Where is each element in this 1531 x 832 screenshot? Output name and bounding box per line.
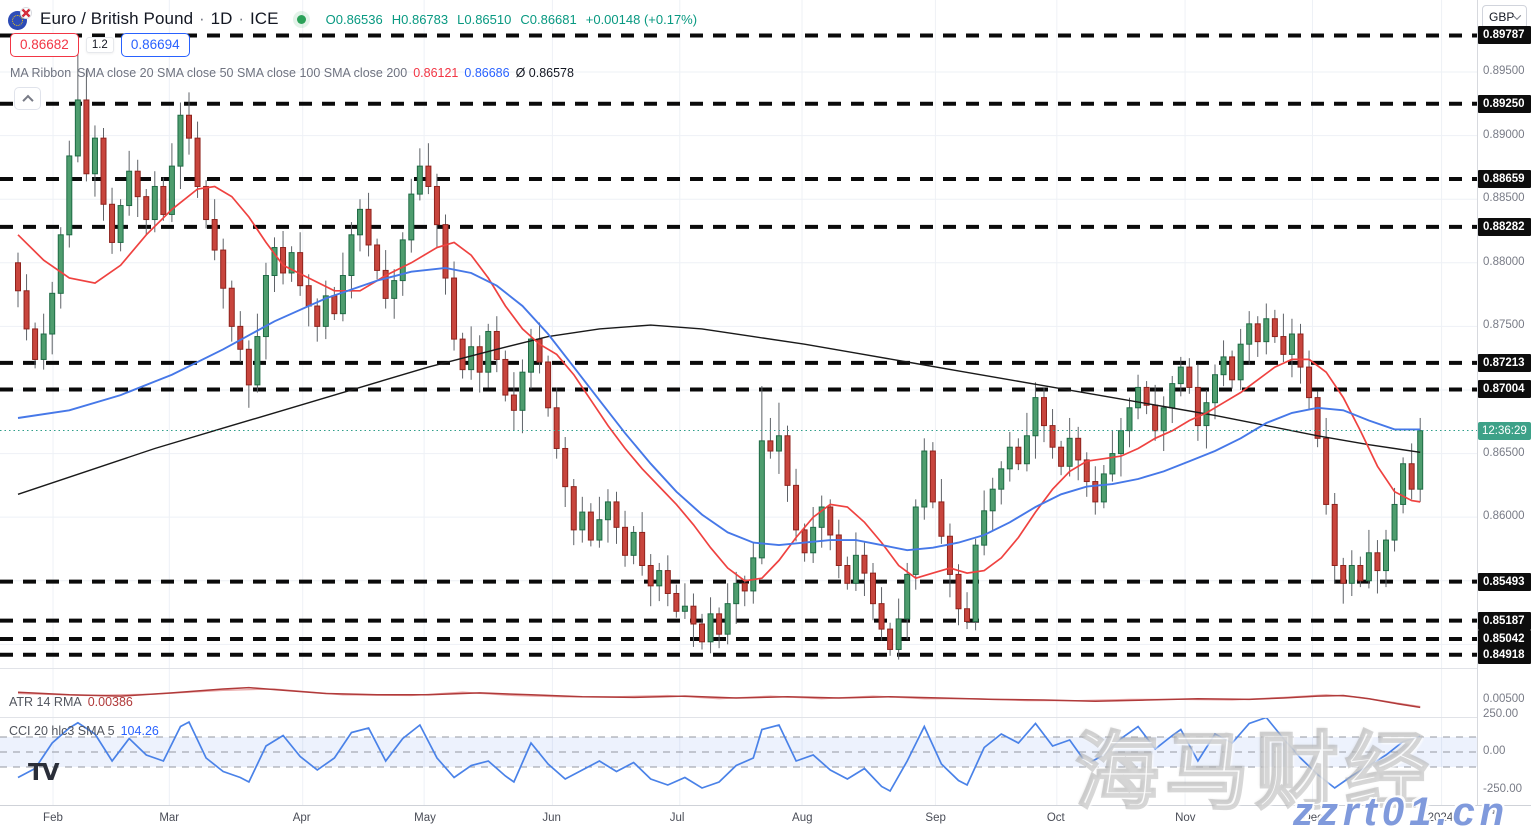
open-value: O0.86536 — [325, 11, 383, 27]
indicator-params: SMA close 20 SMA close 50 SMA close 100 … — [77, 66, 408, 80]
atr-title: ATR 14 RMA — [9, 695, 82, 709]
currency-label: GBP — [1489, 10, 1515, 24]
timezone-settings-gear-icon[interactable]: ⚙ — [1491, 804, 1505, 821]
time-axis-label: Mar — [159, 812, 180, 824]
time-axis-label: Feb — [43, 812, 63, 824]
price-axis-label: 0.88500 — [1483, 192, 1525, 205]
price-level-badge: 0.85187 — [1478, 611, 1531, 630]
tradingview-logo[interactable]: TV — [28, 760, 59, 786]
indicator-name: MA Ribbon — [10, 66, 72, 80]
separator-dot: · — [238, 9, 245, 28]
time-axis[interactable]: Feb Mar Apr May Jun Jul Aug Sep Oct Nov Dec 2024 — [0, 805, 1531, 832]
atr-legend[interactable]: ATR 14 RMA 0.00386 — [9, 695, 133, 709]
cci-value: 104.26 — [120, 724, 159, 738]
ma-mid-value: 0.86686 — [464, 66, 510, 80]
cci-axis-label: 250.00 — [1483, 707, 1519, 720]
currency-dropdown[interactable]: GBP — [1482, 5, 1527, 29]
trade-panel: 0.86682 1.2 0.86694 — [10, 33, 190, 57]
pane-separator[interactable] — [0, 717, 1531, 718]
price-axis[interactable]: GBP 0.89500 0.89000 0.88500 0.88000 0.87500 0… — [1477, 0, 1531, 805]
price-chart[interactable] — [0, 0, 1477, 805]
price-level-badge: 0.89787 — [1478, 26, 1531, 45]
price-axis-label: 0.89000 — [1483, 128, 1525, 141]
market-status-dot-icon[interactable] — [296, 14, 306, 24]
price-level-badge: 0.85042 — [1478, 630, 1531, 648]
cci-axis-label: 0.00 — [1483, 745, 1506, 757]
close-value: C0.86681 — [520, 11, 577, 27]
time-axis-label: 2024 — [1427, 812, 1454, 824]
price-level-badge: 0.85493 — [1478, 572, 1531, 591]
atr-value: 0.00386 — [87, 695, 133, 709]
buy-button[interactable]: 0.86694 — [120, 33, 190, 57]
cci-axis-label: -250.00 — [1483, 782, 1523, 795]
low-value: L0.86510 — [457, 11, 512, 27]
price-axis-label: 0.86500 — [1483, 446, 1525, 459]
price-axis-label: 0.86000 — [1483, 510, 1525, 523]
pane-separator[interactable] — [0, 668, 1531, 669]
separator-dot: · — [199, 9, 205, 28]
eurgbp-pair-icon — [8, 7, 32, 31]
price-level-badge: 0.89250 — [1478, 94, 1531, 113]
bar-countdown-badge: 12:36:29 — [1478, 421, 1531, 440]
price-level-badge: 0.87004 — [1478, 380, 1531, 399]
price-axis-label: 0.87500 — [1483, 319, 1525, 332]
ma-ribbon-legend[interactable]: MA Ribbon SMA close 20 SMA close 50 SMA … — [10, 66, 574, 80]
cci-title: CCI 20 hlc3 SMA 5 — [9, 724, 115, 738]
symbol-title[interactable]: Euro / British Pound · 1D · ICE — [40, 9, 279, 28]
price-axis-label: 0.89500 — [1483, 65, 1525, 77]
ohlc-values: O0.86536 H0.86783 L0.86510 C0.86681 +0.0… — [326, 12, 697, 27]
price-level-badge: 0.87213 — [1478, 353, 1531, 372]
time-axis-label: Aug — [792, 812, 813, 824]
spread-value: 1.2 — [85, 37, 114, 53]
price-level-badge: 0.88659 — [1478, 169, 1531, 188]
cci-legend[interactable]: CCI 20 hlc3 SMA 5 104.26 — [9, 724, 159, 738]
exchange-label: ICE — [249, 9, 279, 28]
uk-flag-icon — [20, 7, 32, 19]
time-axis-label: Dec — [1302, 812, 1323, 824]
price-level-badge: 0.84918 — [1478, 645, 1531, 664]
ma-fast-value: 0.86121 — [413, 66, 459, 80]
sell-button[interactable]: 0.86682 — [10, 33, 79, 57]
time-axis-label: Jul — [669, 812, 685, 824]
price-axis-label: 0.88000 — [1483, 255, 1525, 268]
time-axis-label: Sep — [925, 812, 946, 824]
time-axis-label: Oct — [1046, 812, 1065, 824]
ma-average-value: Ø 0.86578 — [515, 66, 574, 80]
collapse-panel-button[interactable] — [14, 87, 41, 110]
high-value: H0.86783 — [391, 11, 449, 27]
change-value: +0.00148 (+0.17%) — [585, 11, 698, 27]
time-axis-label: Apr — [292, 812, 311, 824]
time-axis-label: Jun — [542, 812, 561, 824]
time-axis-label: Nov — [1175, 812, 1196, 824]
atr-axis-label: 0.00500 — [1483, 693, 1525, 705]
timeframe-label[interactable]: 1D — [210, 9, 233, 28]
price-level-badge: 0.88282 — [1478, 217, 1531, 236]
chevron-up-icon — [21, 94, 34, 106]
symbol-header: Euro / British Pound · 1D · ICE O0.86536… — [8, 7, 697, 31]
time-axis-label: May — [414, 812, 436, 824]
